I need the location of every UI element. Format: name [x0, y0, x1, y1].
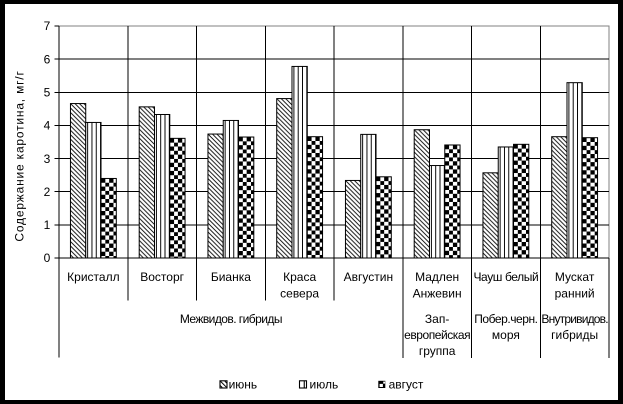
svg-text:Внутривидов.: Внутривидов. — [541, 312, 608, 326]
svg-text:Чауш белый: Чауш белый — [473, 270, 538, 284]
svg-text:Кристалл: Кристалл — [67, 270, 119, 284]
svg-text:Мадлен: Мадлен — [415, 270, 459, 284]
svg-text:Побер.черн.: Побер.черн. — [474, 312, 537, 326]
svg-text:Августин: Августин — [344, 270, 393, 284]
svg-text:Бианка: Бианка — [211, 270, 251, 284]
svg-text:европейская: европейская — [404, 328, 470, 342]
svg-text:4: 4 — [44, 119, 51, 133]
svg-text:Восторг: Восторг — [140, 270, 184, 284]
svg-text:6: 6 — [44, 52, 51, 66]
svg-text:группа: группа — [419, 344, 456, 358]
svg-text:2: 2 — [44, 185, 51, 199]
svg-text:0: 0 — [44, 251, 51, 265]
svg-text:Анжевин: Анжевин — [413, 287, 462, 301]
svg-text:севера: севера — [280, 287, 319, 301]
svg-text:Мускат: Мускат — [555, 270, 595, 284]
svg-text:ранний: ранний — [555, 287, 595, 301]
svg-text:Краса: Краса — [283, 270, 316, 284]
svg-text:7: 7 — [44, 19, 51, 33]
svg-text:июль: июль — [310, 377, 339, 391]
svg-text:моря: моря — [492, 328, 520, 342]
svg-text:1: 1 — [44, 218, 51, 232]
svg-text:август: август — [389, 377, 424, 391]
svg-text:5: 5 — [44, 85, 51, 99]
svg-text:июнь: июнь — [229, 377, 258, 391]
svg-text:Зап-: Зап- — [425, 312, 449, 326]
svg-text:3: 3 — [44, 152, 51, 166]
svg-text:Межвидов. гибриды: Межвидов. гибриды — [180, 312, 282, 326]
svg-text:Содержание каротина, мг/г: Содержание каротина, мг/г — [13, 70, 27, 241]
svg-text:гибриды: гибриды — [551, 328, 598, 342]
